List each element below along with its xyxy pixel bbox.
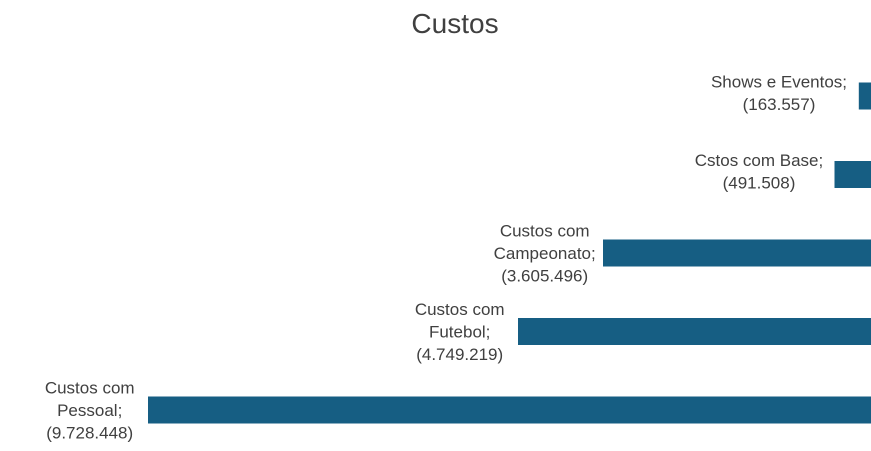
data-label-1: Cstos com Base; (491.508) [695, 151, 824, 193]
chart-title: Custos [411, 8, 499, 39]
data-label-4-line-0: Custos com [45, 379, 135, 398]
data-label-3-line-0: Custos com [415, 300, 505, 319]
data-label-3-line-2: (4.749.219) [416, 345, 503, 364]
data-label-4: Custos com Pessoal; (9.728.448) [45, 379, 135, 443]
bar-4 [148, 396, 871, 424]
data-label-3-line-1: Futebol; [429, 323, 490, 342]
bar-1 [834, 161, 871, 188]
data-label-2-line-1: Campeonato; [494, 244, 596, 263]
data-label-0-line-0: Shows e Eventos; [711, 72, 847, 91]
data-label-1-line-1: (491.508) [723, 173, 796, 192]
bar-0 [858, 82, 871, 110]
bar-2 [603, 239, 871, 267]
data-label-4-line-2: (9.728.448) [46, 424, 133, 443]
data-label-0: Shows e Eventos; (163.557) [711, 72, 847, 114]
data-label-2-line-2: (3.605.496) [501, 267, 588, 286]
data-label-4-line-1: Pessoal; [57, 401, 122, 420]
bar-3 [518, 318, 871, 345]
data-label-2: Custos com Campeonato; (3.605.496) [494, 222, 596, 286]
data-label-3: Custos com Futebol; (4.749.219) [415, 300, 505, 364]
data-label-1-line-0: Cstos com Base; [695, 151, 824, 170]
data-label-0-line-1: (163.557) [743, 95, 816, 114]
data-label-2-line-0: Custos com [500, 222, 590, 241]
